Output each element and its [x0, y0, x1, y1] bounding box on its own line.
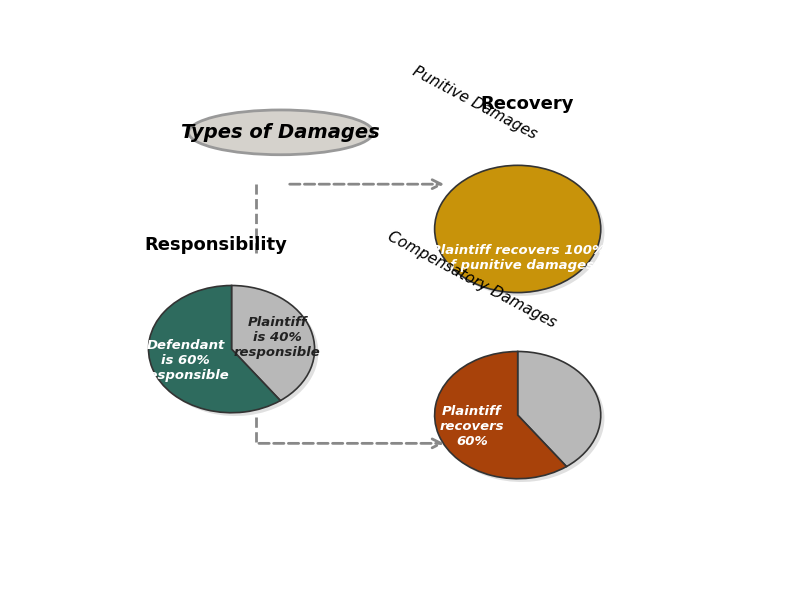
- Text: Recovery: Recovery: [480, 95, 574, 113]
- Wedge shape: [438, 169, 604, 296]
- Wedge shape: [232, 285, 314, 401]
- Wedge shape: [434, 351, 566, 479]
- Text: Responsibility: Responsibility: [145, 236, 287, 255]
- Text: Plaintiff
recovers
60%: Plaintiff recovers 60%: [440, 405, 504, 448]
- Ellipse shape: [188, 110, 373, 155]
- Text: Plaintiff
is 40%
responsible: Plaintiff is 40% responsible: [234, 316, 321, 359]
- Text: Plaintiff recovers 100%
of punitive damages: Plaintiff recovers 100% of punitive dama…: [430, 244, 605, 272]
- Wedge shape: [438, 355, 570, 482]
- Text: Compensatory Damages: Compensatory Damages: [385, 228, 559, 330]
- Wedge shape: [434, 165, 601, 293]
- Text: Defendant
is 60%
responsible: Defendant is 60% responsible: [142, 339, 229, 382]
- Wedge shape: [235, 289, 318, 404]
- Wedge shape: [518, 351, 601, 466]
- Wedge shape: [152, 289, 284, 416]
- Text: Types of Damages: Types of Damages: [181, 123, 380, 142]
- Wedge shape: [522, 355, 604, 470]
- Wedge shape: [148, 285, 280, 412]
- Text: Punitive Damages: Punitive Damages: [410, 64, 539, 142]
